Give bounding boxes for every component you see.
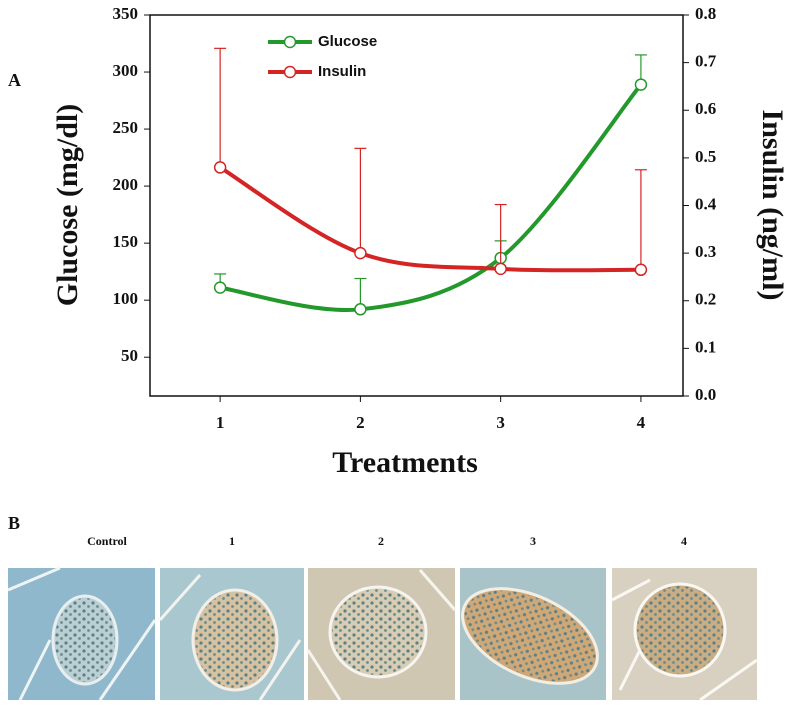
x-tick-label: 1 xyxy=(216,413,225,432)
micrograph xyxy=(158,568,304,701)
legend-marker xyxy=(283,65,297,79)
column-label: 4 xyxy=(681,534,687,548)
panel-label: B xyxy=(8,513,20,533)
legend-label: Insulin xyxy=(318,63,366,80)
column-label: 3 xyxy=(530,534,536,548)
y-tick-label: 100 xyxy=(113,289,139,308)
y2-tick-label: 0.1 xyxy=(695,337,716,356)
y2-tick-label: 0.4 xyxy=(695,194,717,213)
series-line xyxy=(219,83,643,312)
plot-frame xyxy=(149,14,684,397)
column-label: 1 xyxy=(229,534,235,548)
y2-axis-title: Insulin (ng/ml) xyxy=(756,110,789,301)
x-tick-label: 4 xyxy=(637,413,646,432)
y-tick-label: 350 xyxy=(113,4,139,23)
y2-tick-label: 0.8 xyxy=(695,4,716,23)
series-line xyxy=(219,165,641,273)
x-axis-title: Treatments xyxy=(332,446,478,479)
y-tick-label: 250 xyxy=(113,118,139,137)
micrograph xyxy=(611,568,758,702)
marker xyxy=(634,263,648,277)
y-tick-label: 200 xyxy=(113,175,139,194)
y2-tick-label: 0.0 xyxy=(695,385,716,404)
micrograph xyxy=(460,568,606,700)
y-tick-label: 50 xyxy=(121,346,138,365)
y2-tick-label: 0.7 xyxy=(695,52,717,71)
x-tick-label: 3 xyxy=(496,413,505,432)
column-label: Control xyxy=(87,534,127,548)
y-tick-label: 300 xyxy=(113,61,139,80)
column-label: 2 xyxy=(378,534,384,548)
marker xyxy=(354,246,367,260)
marker xyxy=(213,161,227,174)
x-tick-label: 2 xyxy=(356,413,365,432)
marker xyxy=(634,78,648,91)
y2-tick-label: 0.2 xyxy=(695,290,716,309)
y2-tick-label: 0.6 xyxy=(695,99,716,118)
y-axis-title: Glucose (mg/dl) xyxy=(51,104,84,307)
marker xyxy=(494,262,507,276)
y2-tick-label: 0.5 xyxy=(695,147,716,166)
micrographs xyxy=(7,566,758,702)
y2-tick-label: 0.3 xyxy=(695,242,716,261)
legend-label: Glucose xyxy=(318,33,377,50)
legend-marker xyxy=(283,35,297,49)
marker xyxy=(213,281,227,294)
marker xyxy=(354,303,367,316)
micrograph xyxy=(306,568,457,701)
micrograph xyxy=(7,566,157,701)
panel-label: A xyxy=(8,70,21,90)
y-tick-label: 150 xyxy=(113,232,139,251)
